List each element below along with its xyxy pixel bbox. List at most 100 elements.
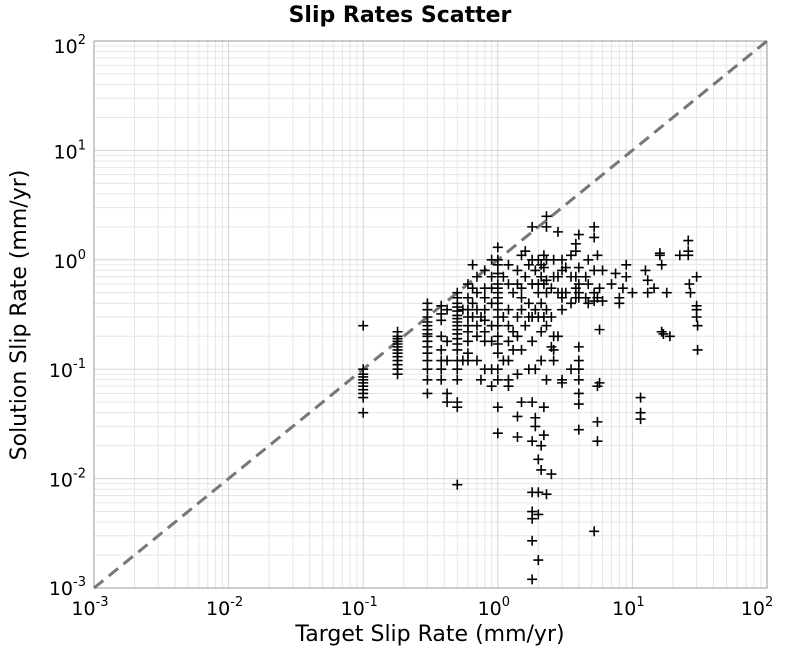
scatter-point <box>492 374 503 385</box>
scatter-point <box>691 312 702 323</box>
scatter-point <box>541 320 552 331</box>
scatter-point <box>538 262 549 273</box>
scatter-point <box>527 513 538 524</box>
scatter-point <box>538 430 549 441</box>
scatter-point <box>541 211 552 222</box>
y-tick-labels: 10-3 10-2 10-1 100 101 102 <box>49 33 86 600</box>
scatter-point <box>536 440 547 451</box>
scatter-point <box>358 320 369 331</box>
scatter-point <box>471 271 482 282</box>
scatter-point <box>617 283 628 294</box>
scatter-point <box>530 304 541 315</box>
scatter-point <box>658 328 669 339</box>
scatter-point <box>548 344 559 355</box>
minor-grid <box>94 41 767 588</box>
scatter-point <box>442 388 453 399</box>
scatter-point <box>503 355 514 366</box>
scatter-point <box>573 279 584 290</box>
scatter-point <box>533 555 544 566</box>
scatter-point <box>642 275 653 286</box>
scatter-point <box>573 229 584 240</box>
scatter-point <box>516 283 527 294</box>
y-tick-label: 10-1 <box>49 357 86 382</box>
scatter-point <box>479 265 490 276</box>
x-tick-label: 10-2 <box>206 595 243 620</box>
y-tick-label: 10-2 <box>49 467 86 492</box>
scatter-point <box>503 336 514 347</box>
scatter-point <box>557 304 568 315</box>
scatter-point <box>541 221 552 232</box>
scatter-point <box>691 271 702 282</box>
scatter-point <box>621 271 632 282</box>
scatter-point <box>492 242 503 253</box>
scatter-point <box>523 259 534 270</box>
scatter-point <box>552 271 563 282</box>
scatter-point <box>467 283 478 294</box>
scatter-point <box>560 287 571 298</box>
x-tick-labels: 10-3 10-2 10-1 100 101 102 <box>71 595 773 620</box>
scatter-point <box>560 262 571 273</box>
scatter-point <box>479 315 490 326</box>
scatter-point <box>573 374 584 385</box>
scatter-point <box>452 479 463 490</box>
scatter-point <box>503 381 514 392</box>
scatter-point <box>580 292 591 303</box>
scatter-point <box>570 271 581 282</box>
scatter-point <box>492 364 503 375</box>
scatter-point <box>573 355 584 366</box>
scatter-point <box>527 436 538 447</box>
x-tick-label: 101 <box>612 595 644 620</box>
scatter-point <box>530 412 541 423</box>
scatter-point <box>503 259 514 270</box>
scatter-point <box>492 428 503 439</box>
scatter-point <box>573 388 584 399</box>
scatter-point <box>635 392 646 403</box>
scatter-point <box>442 397 453 408</box>
scatter-point <box>486 336 497 347</box>
scatter-point <box>358 392 369 403</box>
scatter-point <box>583 279 594 290</box>
scatter-point <box>533 509 544 520</box>
scatter-point <box>512 265 523 276</box>
scatter-point <box>479 292 490 303</box>
scatter-point <box>530 364 541 375</box>
scatter-point <box>462 336 473 347</box>
scatter-point <box>589 232 600 243</box>
scatter-point <box>516 292 527 303</box>
scatter-point <box>436 374 447 385</box>
scatter-point <box>606 279 617 290</box>
scatter-point <box>452 402 463 413</box>
scatter-point <box>492 338 503 349</box>
scatter-point <box>548 254 559 265</box>
scatter-point <box>573 341 584 352</box>
x-tick-label: 10-3 <box>71 595 108 620</box>
scatter-point <box>583 298 594 309</box>
scatter-point <box>592 250 603 261</box>
x-tick-label: 100 <box>478 595 510 620</box>
scatter-point <box>683 250 694 261</box>
scatter-point <box>533 454 544 465</box>
scatter-point <box>512 432 523 443</box>
scatter-point <box>597 296 608 307</box>
scatter-point <box>527 574 538 585</box>
scatter-point <box>392 369 403 380</box>
scatter-point <box>592 292 603 303</box>
scatter-point <box>471 355 482 366</box>
y-tick-label: 10-3 <box>49 575 86 600</box>
scatter-points <box>358 211 703 585</box>
scatter-point <box>583 254 594 265</box>
scatter-point <box>614 292 625 303</box>
scatter-point <box>597 265 608 276</box>
scatter-point <box>492 259 503 270</box>
scatter-point <box>452 344 463 355</box>
y-axis-label: Solution Slip Rate (mm/yr) <box>7 170 32 461</box>
x-axis-label: Target Slip Rate (mm/yr) <box>294 622 564 647</box>
scatter-point <box>475 374 486 385</box>
scatter-point <box>640 265 651 276</box>
scatter-point <box>422 374 433 385</box>
scatter-point <box>573 262 584 273</box>
scatter-point <box>503 279 514 290</box>
scatter-point <box>527 336 538 347</box>
scatter-point <box>462 326 473 337</box>
scatter-point <box>516 304 527 315</box>
